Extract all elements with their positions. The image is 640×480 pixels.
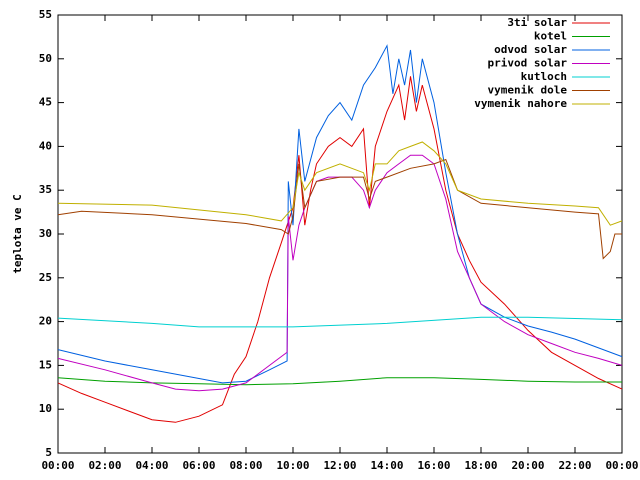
x-tick-label: 18:00 [464,459,497,472]
y-tick-label: 45 [39,96,52,109]
series-line [57,154,623,392]
x-tick-label: 22:00 [558,459,591,472]
x-tick-label: 04:00 [135,459,168,472]
legend-label: kutloch [521,70,567,83]
series-line [57,377,622,386]
x-tick-label: 10:00 [276,459,309,472]
x-tick-label: 12:00 [323,459,356,472]
legend-label: odvod solar [494,43,567,56]
y-tick-label: 50 [39,52,52,65]
series-line [57,316,623,328]
y-axis-label: teplota ve C [11,194,24,273]
series-line [57,141,623,226]
x-tick-label: 02:00 [88,459,121,472]
y-tick-label: 25 [39,271,52,284]
x-tick-label: 16:00 [417,459,450,472]
y-tick-label: 5 [45,446,52,459]
x-tick-label: 08:00 [229,459,262,472]
series-line [57,76,623,423]
legend-label: vymenik nahore [474,97,567,110]
x-tick-label: 00:00 [605,459,638,472]
series-line [57,44,623,384]
x-tick-label: 06:00 [182,459,215,472]
y-tick-label: 10 [39,402,52,415]
y-tick-label: 55 [39,8,52,21]
series-line [57,158,622,260]
legend-label: 3ti solar [507,16,567,29]
x-tick-label: 14:00 [370,459,403,472]
y-tick-label: 15 [39,358,52,371]
y-tick-label: 40 [39,139,52,152]
x-tick-label: 20:00 [511,459,544,472]
y-tick-label: 35 [39,183,52,196]
y-tick-label: 20 [39,315,52,328]
legend-label: vymenik dole [488,84,568,97]
y-tick-label: 30 [39,227,52,240]
legend-label: privod solar [488,57,568,70]
legend-label: kotel [534,30,567,43]
x-tick-label: 00:00 [41,459,74,472]
